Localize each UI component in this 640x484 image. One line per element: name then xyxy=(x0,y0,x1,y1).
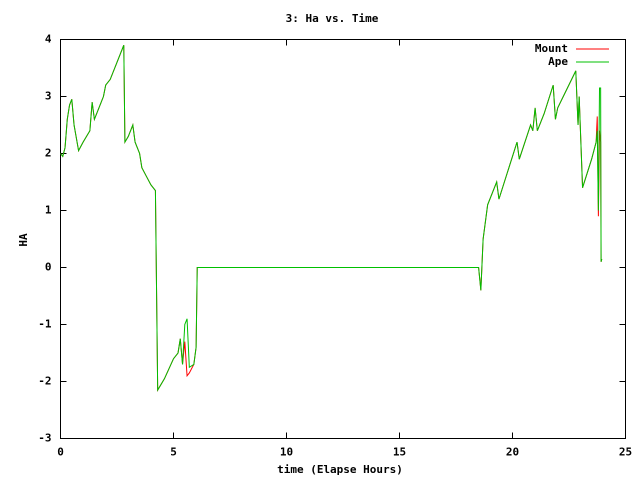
chart-title: 3: Ha vs. Time xyxy=(286,12,379,25)
x-tick-label: 5 xyxy=(170,446,177,459)
y-axis-label: HA xyxy=(17,233,30,247)
y-tick-label: -3 xyxy=(38,432,51,445)
data-line xyxy=(60,45,603,392)
data-line xyxy=(60,45,603,392)
plot-frame xyxy=(60,39,626,439)
y-tick-label: 2 xyxy=(45,147,52,160)
y-tick-label: 0 xyxy=(45,261,52,274)
legend-label: Mount xyxy=(535,42,568,55)
legend-label: Ape xyxy=(548,55,568,68)
x-axis-label: time (Elapse Hours) xyxy=(277,463,403,476)
y-tick-label: -1 xyxy=(38,318,52,331)
x-tick-label: 15 xyxy=(393,446,406,459)
y-tick-label: -2 xyxy=(38,375,51,388)
x-tick-label: 25 xyxy=(619,446,632,459)
x-tick-label: 10 xyxy=(280,446,293,459)
y-tick-label: 4 xyxy=(45,33,52,46)
x-tick-label: 20 xyxy=(506,446,519,459)
y-tick-label: 1 xyxy=(45,204,52,217)
y-tick-label: 3 xyxy=(45,90,52,103)
x-tick-label: 0 xyxy=(57,446,64,459)
